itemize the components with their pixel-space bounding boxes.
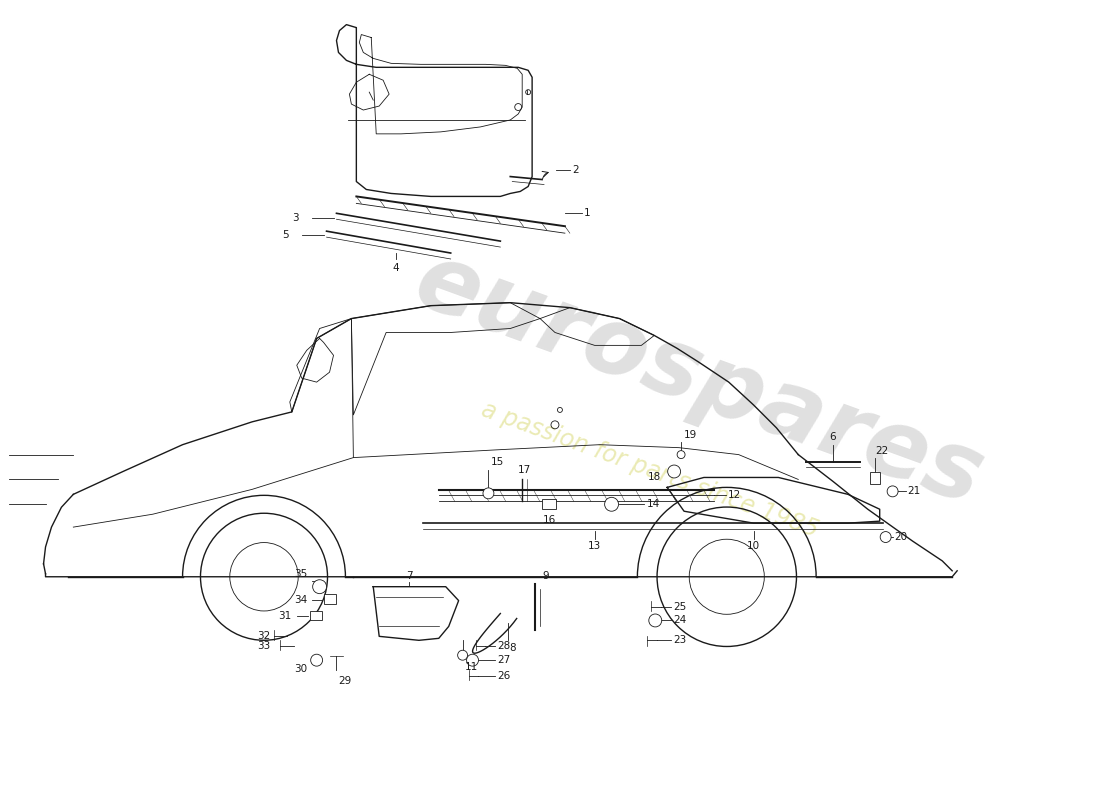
Circle shape <box>483 488 494 499</box>
Text: 5: 5 <box>283 230 289 240</box>
Text: a passion for parts since 1985: a passion for parts since 1985 <box>477 398 821 542</box>
Text: 17: 17 <box>518 466 531 475</box>
Text: 22: 22 <box>876 446 889 456</box>
Text: 27: 27 <box>497 655 510 665</box>
Text: 21: 21 <box>908 486 921 496</box>
Circle shape <box>312 580 327 594</box>
Bar <box>870 473 880 485</box>
Text: 24: 24 <box>673 615 686 626</box>
Circle shape <box>458 650 468 660</box>
Text: 33: 33 <box>256 642 270 651</box>
Text: 30: 30 <box>295 664 308 674</box>
Text: 18: 18 <box>648 473 661 482</box>
Circle shape <box>310 654 322 666</box>
Text: 9: 9 <box>542 570 549 581</box>
Text: 23: 23 <box>673 635 686 646</box>
Text: 10: 10 <box>747 541 760 551</box>
Text: 7: 7 <box>406 570 412 581</box>
Bar <box>323 594 336 603</box>
Text: 35: 35 <box>295 569 308 578</box>
Text: 28: 28 <box>497 642 510 651</box>
Text: 16: 16 <box>542 515 556 525</box>
Circle shape <box>887 486 898 497</box>
Text: 29: 29 <box>339 676 352 686</box>
Text: 4: 4 <box>393 263 399 273</box>
Bar <box>310 610 321 621</box>
Circle shape <box>880 531 891 542</box>
Text: eurospares: eurospares <box>403 234 996 526</box>
Text: 20: 20 <box>894 532 908 542</box>
Text: 6: 6 <box>829 432 836 442</box>
Text: 3: 3 <box>293 214 299 223</box>
Circle shape <box>466 654 478 666</box>
Circle shape <box>678 450 685 458</box>
Text: 32: 32 <box>256 631 270 642</box>
Text: 25: 25 <box>673 602 686 611</box>
Text: 31: 31 <box>278 611 292 622</box>
Text: 15: 15 <box>491 457 504 466</box>
Circle shape <box>605 498 618 511</box>
Text: 13: 13 <box>588 541 602 551</box>
Circle shape <box>668 465 681 478</box>
Text: 1: 1 <box>584 208 591 218</box>
Bar <box>542 499 556 510</box>
Text: 34: 34 <box>295 594 308 605</box>
Text: 12: 12 <box>728 490 741 500</box>
Text: 19: 19 <box>684 430 697 440</box>
Circle shape <box>649 614 662 627</box>
Text: 14: 14 <box>647 499 660 510</box>
Text: 8: 8 <box>509 643 516 654</box>
Text: 26: 26 <box>497 671 510 681</box>
Text: 2: 2 <box>572 165 579 174</box>
Text: 11: 11 <box>464 662 477 672</box>
